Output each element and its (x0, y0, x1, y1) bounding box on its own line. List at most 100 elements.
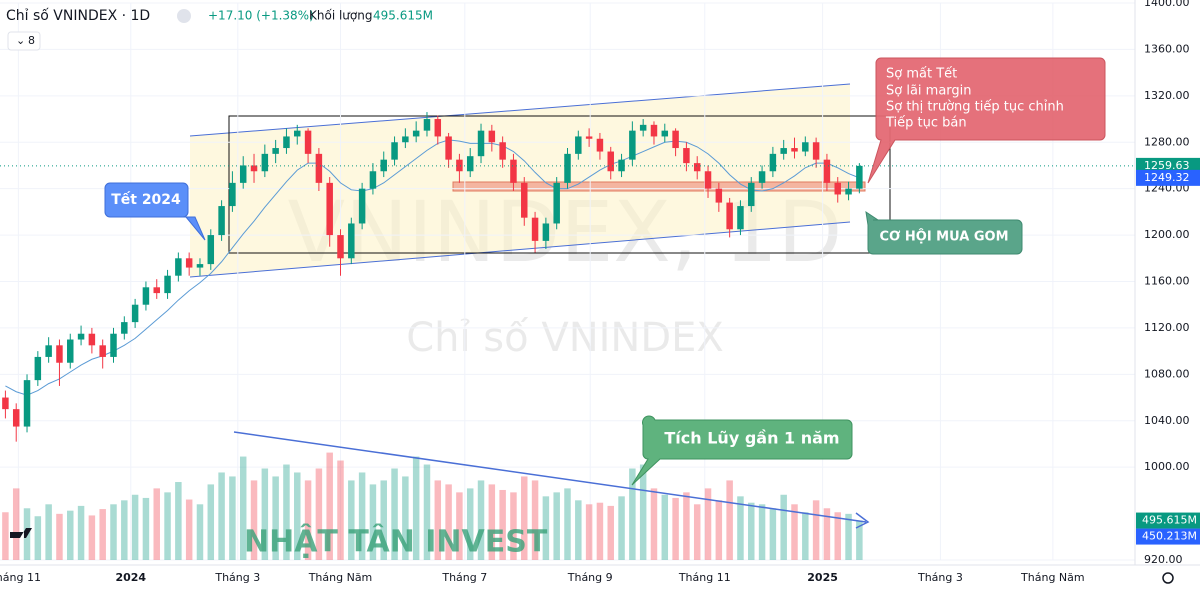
fear-line: Sợ thị trường tiếp tục chỉnh (886, 100, 1064, 115)
y-tick-label: 1360.00 (1144, 42, 1190, 55)
candle-body (294, 130, 301, 137)
volume-bar (153, 488, 160, 560)
volume-bar (780, 494, 787, 560)
eye-icon[interactable] (177, 9, 191, 23)
candle-body (585, 136, 593, 139)
volume-bar (693, 504, 701, 560)
volume-bar (542, 496, 550, 560)
candle-body (207, 235, 215, 265)
candle-body (369, 171, 377, 189)
volume-bar (434, 480, 442, 560)
volume-bar (77, 505, 85, 560)
candle-body (596, 138, 604, 152)
volume-bar (185, 499, 193, 560)
axis-value-label: 1259.63 (1144, 159, 1190, 172)
volume-bar (164, 492, 171, 560)
volume-trend (233, 431, 867, 523)
fear-line: Sợ mất Tết (886, 67, 957, 82)
volume-bar (207, 484, 215, 560)
volume-bar (402, 476, 409, 560)
x-tick-label: Tháng Năm (308, 571, 373, 584)
volume-bar (639, 464, 647, 560)
candle-body (2, 397, 9, 410)
candle-body (412, 130, 420, 137)
volume-bar (823, 508, 831, 560)
volume-bar (856, 520, 863, 560)
volume-bar (391, 468, 398, 560)
settings-icon[interactable] (1162, 572, 1174, 584)
volume-bar (618, 496, 625, 560)
candle-body (164, 275, 171, 294)
y-tick-label: 1320.00 (1144, 89, 1190, 102)
volume-bar (531, 480, 539, 560)
candle-body (175, 258, 182, 276)
x-tick-label: Tháng 3 (917, 571, 963, 584)
volume-bar (726, 480, 733, 560)
volume-bar (250, 480, 258, 560)
candle-body (607, 151, 614, 172)
support-zone (452, 181, 866, 192)
price-axis-panel (1135, 0, 1200, 565)
x-tick-label: Tháng 11 (678, 571, 731, 584)
axis-value-label: 495.615M (1142, 514, 1197, 527)
candle-body (704, 171, 712, 189)
volume-bar (12, 488, 20, 560)
candle-body (456, 159, 463, 172)
volume-bar (337, 460, 344, 560)
volume-bar (510, 492, 517, 560)
buy-callout (865, 210, 1023, 255)
candle-body (196, 264, 204, 268)
candle-body (715, 188, 723, 203)
candle-body (466, 156, 474, 172)
indicator-toggle[interactable] (7, 31, 41, 51)
volume-bar (802, 512, 809, 560)
candle-body (553, 182, 560, 224)
volume-bar (575, 500, 582, 560)
candle-body (326, 182, 333, 236)
volume-bar (229, 476, 236, 560)
candle-body (142, 287, 150, 305)
candle-body (650, 124, 658, 137)
candle-body (683, 148, 690, 164)
candle-body (283, 136, 290, 149)
volume-bar (499, 489, 506, 560)
x-tick-label: 2024 (115, 571, 146, 584)
candle-body (110, 333, 117, 357)
volume-bar (99, 509, 106, 560)
candle-body (315, 153, 323, 183)
fear-line: Sợ lãi margin (886, 84, 972, 99)
x-tick-label: 2025 (807, 571, 838, 584)
volume-bar (477, 480, 485, 560)
range-box (228, 115, 891, 254)
volume-bar (456, 492, 463, 560)
candle-body (88, 333, 96, 346)
y-tick-label: 1400.00 (1144, 0, 1190, 9)
volume-bar (369, 484, 377, 560)
brand-watermark: NHẬT TÂN INVEST (244, 523, 548, 560)
candle-body (488, 130, 496, 143)
candle-body (510, 159, 517, 183)
candle-body (693, 163, 701, 172)
y-tick-label: 1040.00 (1144, 414, 1190, 427)
candle-body (564, 153, 571, 183)
price-change: +17.10 (+1.38%) (208, 9, 314, 23)
axis-value-tag (1136, 512, 1200, 529)
candle-body (639, 124, 647, 131)
x-tick-label: Tháng 9 (567, 571, 613, 584)
candle-body (672, 130, 679, 149)
x-tick-label: Tháng Năm (1020, 571, 1085, 584)
candle-body (802, 142, 809, 152)
candle-body (391, 142, 398, 160)
volume-bar (834, 512, 841, 560)
candle-body (845, 188, 852, 195)
candle-body (769, 153, 777, 172)
candle-body (812, 142, 820, 160)
volume-bar (2, 512, 9, 560)
volume-bar (812, 500, 820, 560)
volume-bar (358, 472, 366, 560)
candle-body (67, 339, 74, 363)
volume-bar (466, 488, 474, 560)
